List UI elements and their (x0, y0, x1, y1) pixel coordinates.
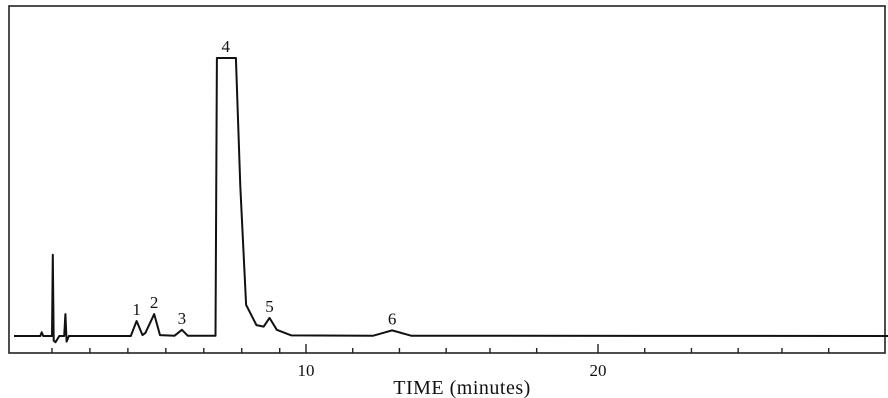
peak-labels: 1 23 4 5 6 (132, 37, 396, 328)
plot-frame (8, 5, 886, 354)
peak-label: 6 (388, 309, 397, 328)
chromatogram-trace (14, 57, 888, 344)
peak-label: 3 (178, 309, 187, 328)
peak-label: 5 (265, 297, 274, 316)
x-axis-title: TIME (minutes) (393, 377, 531, 398)
x-axis-tick-labels: 10 20 (298, 361, 607, 380)
x-tick-label: 10 (298, 361, 315, 380)
peak-label: 2 (150, 293, 159, 312)
x-tick-label: 20 (590, 361, 607, 380)
peak-label: 1 (132, 300, 141, 319)
peak-label: 4 (221, 37, 230, 56)
x-axis-ticks (51, 344, 830, 353)
